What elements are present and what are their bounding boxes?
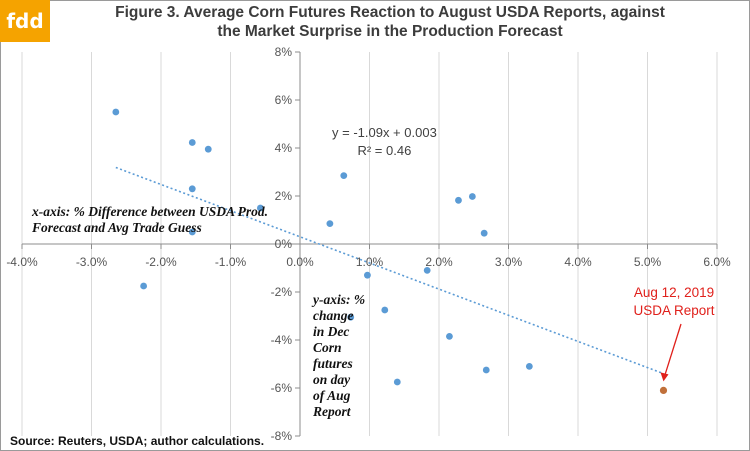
trendline (115, 166, 664, 375)
x-tick-label: -2.0% (145, 255, 177, 269)
y-tick-label: -8% (271, 429, 293, 443)
data-point (188, 228, 196, 236)
data-points (112, 108, 668, 394)
y-axis-note-line-1: y-axis: % (313, 292, 366, 307)
x-tick-label: 3.0% (495, 255, 523, 269)
y-axis-note-line-8: Report (313, 404, 351, 419)
x-tick-label: -4.0% (6, 255, 38, 269)
data-point (347, 313, 355, 321)
x-tick-label: 5.0% (634, 255, 662, 269)
y-tick-label: -6% (271, 381, 293, 395)
callout-arrow-line (663, 323, 682, 377)
y-tick-label: -4% (271, 333, 293, 347)
x-axis-note-line-2: Forecast and Avg Trade Guess (32, 220, 202, 235)
y-axis-note-line-7: of Aug (313, 388, 351, 403)
data-point (204, 145, 212, 153)
data-point (455, 196, 462, 204)
x-tick-label: 1.0% (356, 255, 384, 269)
x-tick-label: 4.0% (564, 255, 592, 269)
data-point (112, 108, 120, 116)
x-axis-note: x-axis: % Difference between USDA Prod. … (32, 204, 268, 236)
data-point (393, 378, 401, 386)
y-tick-label: 8% (275, 45, 293, 59)
data-point (480, 229, 488, 237)
data-point (423, 267, 431, 274)
x-tick-label: 0.0% (286, 255, 314, 269)
data-point (256, 204, 264, 212)
callout-arrow-head (660, 372, 669, 382)
x-tick-label: -3.0% (76, 255, 108, 269)
x-tick-label: -1.0% (215, 255, 247, 269)
data-point (468, 193, 476, 200)
data-point (446, 333, 453, 340)
data-point (340, 172, 348, 180)
data-point (188, 139, 196, 146)
x-tick-label: 6.0% (703, 255, 731, 269)
aug-2019-callout: Aug 12, 2019 USDA Report (626, 284, 722, 320)
data-point (326, 220, 334, 228)
trendline-equation: y = -1.09x + 0.003 R² = 0.46 (332, 124, 437, 160)
data-point (188, 185, 196, 193)
data-point (482, 366, 490, 374)
y-axis-note: y-axis: % change in Dec Corn futures on … (313, 292, 365, 420)
data-point (364, 271, 371, 279)
chart-title-line-2: the Market Surprise in the Production Fo… (217, 23, 563, 40)
chart-title-line-1: Figure 3. Average Corn Futures Reaction … (115, 4, 665, 21)
x-axis-note-line-1: x-axis: % Difference between USDA Prod. (32, 204, 268, 219)
callout-line-1: Aug 12, 2019 (633, 285, 715, 300)
tick-labels: -4.0% -3.0% -2.0% -1.0% 0.0% 1.0% 2.0% 3.0% 4.0%… (6, 45, 731, 443)
y-tick-label: 4% (275, 141, 293, 155)
highlight-point (659, 386, 668, 394)
y-tick-label: 2% (275, 189, 293, 203)
callout-line-2: USDA Report (633, 303, 715, 318)
y-axis-note-line-2: change (313, 308, 354, 323)
r-squared-text: R² = 0.46 (357, 143, 412, 158)
y-axis-note-line-4: Corn (313, 340, 342, 355)
fdd-logo: fdd (0, 0, 50, 42)
equation-text: y = -1.09x + 0.003 (332, 125, 437, 140)
data-point (140, 282, 148, 290)
y-tick-label: 0% (275, 237, 293, 251)
y-tick-label: 6% (275, 93, 293, 107)
x-tick-label: 2.0% (425, 255, 453, 269)
data-point (525, 363, 533, 370)
data-point (381, 306, 389, 314)
source-note: Source: Reuters, USDA; author calculatio… (10, 434, 265, 448)
axes (21, 51, 718, 437)
trendline-group (115, 166, 682, 382)
y-tick-label: -2% (271, 285, 293, 299)
y-axis-note-line-6: on day (313, 372, 351, 387)
y-axis-note-line-5: futures (313, 356, 353, 371)
y-axis-note-line-3: in Dec (313, 324, 350, 339)
chart-title: Figure 3. Average Corn Futures Reaction … (70, 3, 710, 41)
